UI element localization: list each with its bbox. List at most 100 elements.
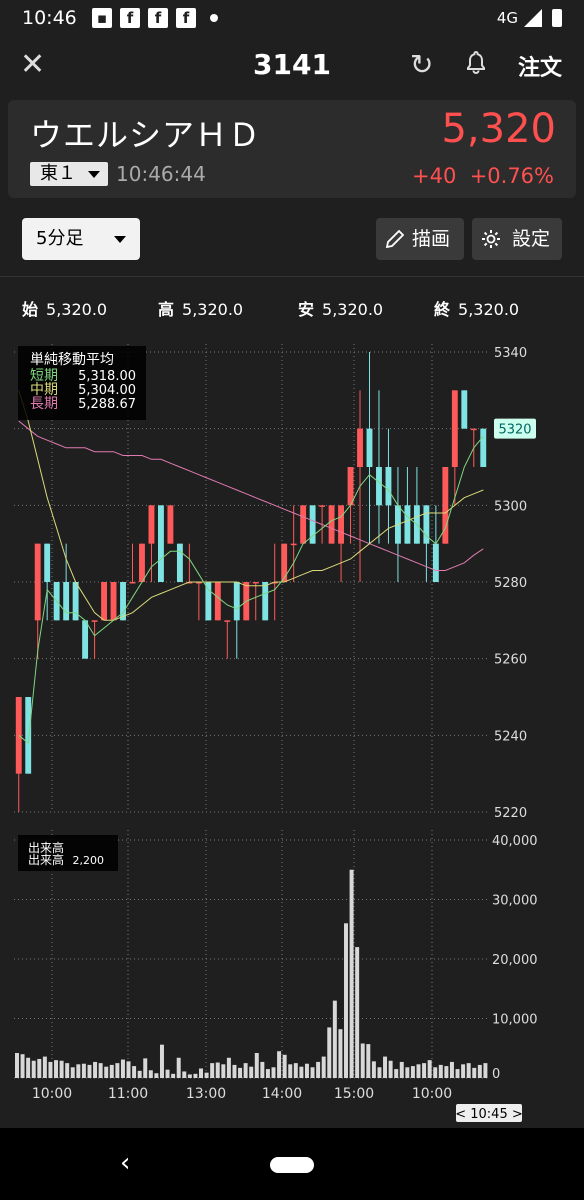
time-tick-label: 11:00	[108, 1086, 148, 1102]
volume-tick-label: 30,000	[492, 894, 538, 909]
volume-bar	[377, 1067, 382, 1078]
current-time-label: < 10:45 >	[455, 1107, 523, 1122]
time-tick-label: 14:00	[262, 1086, 302, 1102]
volume-bar	[232, 1064, 237, 1078]
ohlc-open: 始 5,320.0	[22, 296, 107, 320]
volume-bar	[304, 1063, 309, 1078]
volume-tick-label: 0	[492, 1067, 500, 1082]
sma-short-line	[18, 435, 484, 744]
candle	[214, 582, 221, 621]
candle	[376, 467, 382, 506]
facebook-icon: f	[176, 8, 196, 28]
candle	[432, 543, 439, 582]
bell-icon[interactable]	[464, 50, 488, 74]
volume-bar	[115, 1063, 120, 1078]
candle	[101, 582, 107, 621]
current-time-tag	[456, 1104, 522, 1122]
volume-bar	[327, 1027, 332, 1078]
candle	[385, 467, 392, 506]
candle	[451, 390, 458, 467]
volume-bar	[422, 1063, 427, 1078]
volume-bar	[321, 1056, 326, 1078]
volume-bar	[477, 1064, 482, 1078]
volume-bar	[137, 1070, 142, 1078]
sma-legend-box	[18, 346, 146, 420]
candle	[72, 582, 79, 621]
facebook-icon: f	[148, 8, 168, 28]
volume-bar	[254, 1053, 259, 1078]
volume-bar	[148, 1070, 153, 1078]
quote-time: 10:46:44	[116, 162, 206, 186]
price-tick-label: 5340	[494, 346, 527, 361]
volume-legend-box	[18, 835, 118, 871]
market-select[interactable]: 東１	[30, 162, 108, 186]
volume-bar	[299, 1066, 304, 1078]
stock-name: ウエルシアＨＤ	[30, 116, 262, 154]
volume-bar	[238, 1067, 243, 1078]
current-price-label: 5320	[498, 423, 531, 438]
volume-bar	[159, 1044, 164, 1078]
volume-bar	[215, 1062, 220, 1078]
ohlc-open-value: 5,320.0	[46, 300, 108, 319]
volume-bar	[405, 1067, 410, 1078]
price-change: +40 +0.76%	[412, 164, 554, 188]
time-tick-label: 10:00	[412, 1086, 452, 1102]
more-notifications-icon	[210, 14, 218, 22]
time-tick-label: 15:00	[334, 1086, 374, 1102]
volume-bar	[98, 1063, 103, 1078]
refresh-icon[interactable]: ↻	[410, 48, 434, 81]
volume-bar	[87, 1064, 92, 1078]
volume-bar	[444, 1066, 449, 1078]
ohlc-high: 高 5,320.0	[158, 296, 243, 320]
candle	[139, 543, 145, 582]
ohlc-open-label: 始	[22, 300, 39, 319]
candle	[271, 582, 278, 584]
candle	[195, 582, 202, 584]
candle	[290, 543, 297, 546]
volume-bar	[143, 1058, 148, 1078]
price-tick-label: 5240	[494, 729, 527, 744]
volume-bar	[109, 1064, 114, 1078]
volume-bar	[466, 1063, 471, 1078]
time-tick-label: 13:00	[186, 1086, 226, 1102]
volume-bar	[54, 1060, 59, 1078]
ohlc-low-value: 5,320.0	[322, 300, 384, 319]
chart-area[interactable]: 5340 5300 5280 5260 5240 5220 40,000 30,000 20,0…	[0, 330, 584, 1130]
change-value: +40	[412, 164, 457, 188]
ohlc-low: 安 5,320.0	[298, 296, 383, 320]
candle	[82, 620, 89, 659]
notification-icons: ▪ f f f	[92, 8, 218, 28]
sma-legend-value: 5,288.67	[78, 397, 136, 412]
candle	[347, 467, 354, 506]
volume-bar	[26, 1057, 31, 1078]
stock-code: 3141	[253, 48, 331, 81]
order-button[interactable]: 注文	[518, 56, 563, 81]
candle	[110, 582, 117, 621]
candle	[319, 505, 326, 507]
sma-legend-label: 長期	[30, 396, 58, 412]
candle	[328, 505, 335, 544]
home-icon[interactable]	[270, 1157, 314, 1173]
volume-bar	[76, 1064, 81, 1078]
time-tick-label: 10:00	[32, 1086, 72, 1102]
close-icon[interactable]: ✕	[20, 47, 46, 82]
price-volume-chart[interactable]: 5340 5300 5280 5260 5240 5220 40,000 30,000 20,0…	[0, 330, 584, 1130]
volume-bar	[120, 1059, 125, 1078]
candle	[281, 543, 288, 582]
volume-bar	[42, 1056, 47, 1078]
settings-button[interactable]: 設定	[472, 218, 562, 260]
candle	[366, 428, 373, 467]
period-select[interactable]: 5分足	[22, 218, 140, 260]
draw-button[interactable]: 描画	[376, 218, 464, 260]
volume-bar	[293, 1063, 298, 1078]
volume-bar	[81, 1063, 86, 1078]
sma-legend-label: 短期	[30, 368, 58, 384]
candle	[470, 428, 477, 431]
candle	[148, 505, 155, 544]
change-percent: +0.76%	[469, 164, 554, 188]
ohlc-high-value: 5,320.0	[182, 300, 244, 319]
stock-card: ウエルシアＨＤ 5,320 東１ 10:46:44 +40 +0.76%	[8, 100, 576, 198]
status-right: 4G	[497, 9, 562, 27]
back-icon[interactable]: ‹	[120, 1148, 131, 1178]
candle	[167, 505, 174, 544]
